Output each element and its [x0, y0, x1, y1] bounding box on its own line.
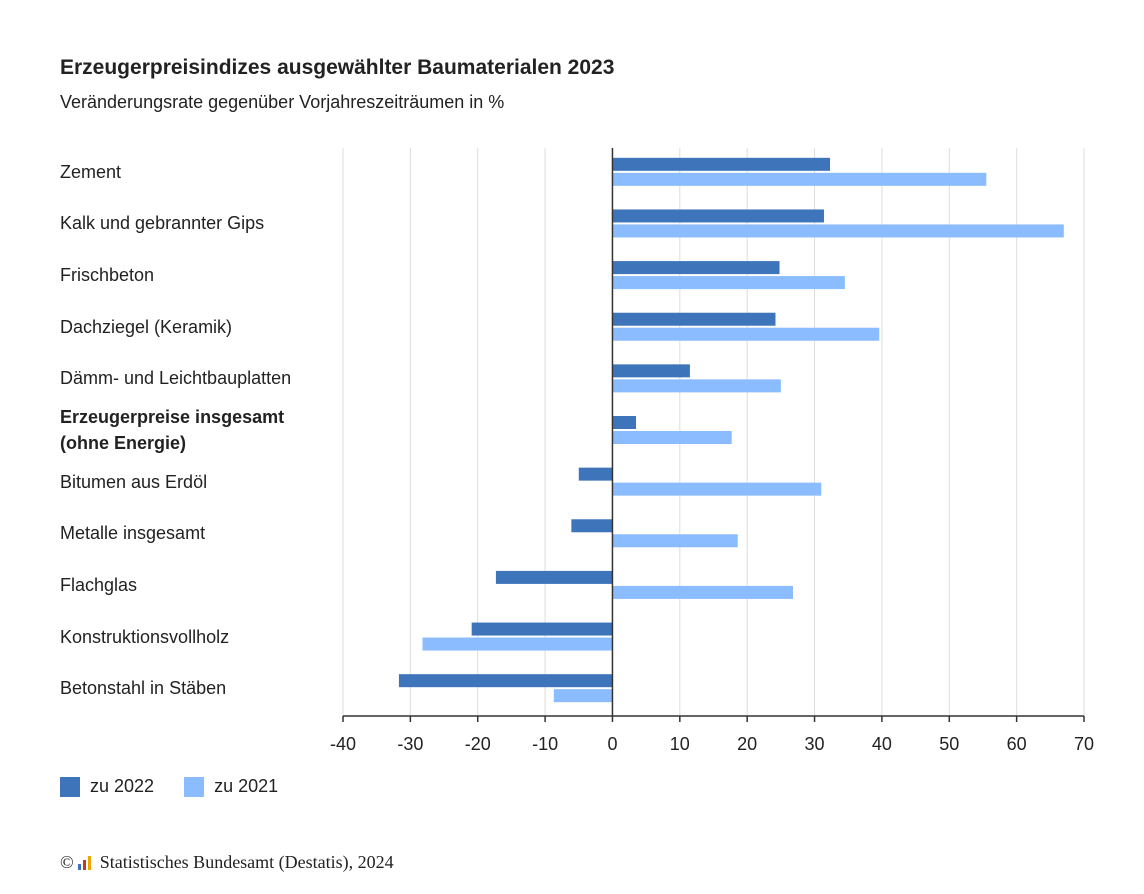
x-tick-label-50: 50	[939, 734, 959, 754]
bar-2022-1	[612, 209, 824, 223]
x-tick-label--30: -30	[397, 734, 423, 754]
category-label-1: Kalk und gebrannter Gips	[60, 210, 264, 236]
x-tick-label--10: -10	[532, 734, 558, 754]
bar-2022-7	[571, 519, 613, 533]
bar-2022-2	[612, 261, 780, 275]
category-label-line: Betonstahl in Stäben	[60, 678, 227, 699]
legend: zu 2022 zu 2021	[60, 776, 308, 797]
x-tick-label-60: 60	[1007, 734, 1027, 754]
category-label-line: Metalle insgesamt	[60, 523, 206, 544]
bar-2022-8	[495, 570, 613, 584]
x-tick-label-0: 0	[607, 734, 617, 754]
category-label-0: Zement	[60, 159, 121, 185]
bar-2021-1	[612, 224, 1064, 238]
category-label-5: Erzeugerpreise insgesamt (ohne Energie)	[60, 404, 284, 456]
x-tick-label-10: 10	[670, 734, 690, 754]
category-label-line: Dachziegel (Keramik)	[60, 316, 233, 337]
category-label-7: Metalle insgesamt	[60, 520, 205, 546]
x-tick-label--20: -20	[465, 734, 491, 754]
bar-2021-8	[612, 585, 793, 599]
bar-2022-10	[398, 674, 613, 688]
category-label-line: Bitumen aus Erdöl	[60, 471, 208, 492]
category-label-line: Zement	[60, 161, 122, 182]
category-label-line: Erzeugerpreise insgesamt	[60, 407, 285, 427]
bar-2022-6	[578, 467, 613, 481]
category-label-3: Dachziegel (Keramik)	[60, 314, 232, 340]
category-label-4: Dämm- und Leichtbauplatten	[60, 365, 291, 391]
x-tick-label-30: 30	[805, 734, 825, 754]
legend-label-2022: zu 2022	[90, 776, 155, 796]
category-label-line: Kalk und gebrannter Gips	[60, 213, 265, 234]
category-label-line: Flachglas	[60, 574, 138, 595]
category-label-10: Betonstahl in Stäben	[60, 675, 226, 701]
category-label-line: Dämm- und Leichtbauplatten	[60, 368, 292, 389]
bar-2021-4	[612, 379, 781, 393]
x-tick-label-70: 70	[1074, 734, 1094, 754]
bar-2021-0	[612, 172, 987, 186]
bar-2021-7	[612, 534, 738, 548]
destatis-logo-icon	[77, 855, 94, 870]
legend-swatch-2021	[184, 776, 205, 797]
copyright-text: Statistisches Bundesamt (Destatis), 2024	[99, 852, 394, 872]
bar-2021-5	[612, 431, 732, 444]
category-label-8: Flachglas	[60, 572, 137, 598]
bar-2022-5	[612, 416, 637, 429]
x-tick-label-20: 20	[737, 734, 757, 754]
chart-subtitle: Veränderungsrate gegenüber Vorjahreszeit…	[60, 92, 505, 112]
x-tick-label--40: -40	[330, 734, 356, 754]
category-label-6: Bitumen aus Erdöl	[60, 469, 207, 495]
category-label-line: (ohne Energie)	[60, 433, 187, 453]
chart-title: Erzeugerpreisindizes ausgewählter Baumat…	[60, 56, 615, 79]
bar-2021-10	[553, 689, 613, 703]
legend-item-2022[interactable]: zu 2022	[60, 776, 154, 797]
bar-2022-9	[471, 622, 613, 636]
copyright-symbol: ©	[60, 852, 74, 872]
bar-2022-0	[612, 157, 831, 171]
bar-2022-3	[612, 312, 776, 326]
bar-2021-2	[612, 276, 845, 290]
copyright: © Statistisches Bundesamt (Destatis), 20…	[60, 852, 394, 873]
legend-label-2021: zu 2021	[214, 776, 279, 796]
legend-item-2021[interactable]: zu 2021	[184, 776, 278, 797]
legend-swatch-2022	[60, 776, 80, 797]
category-label-line: Konstruktionsvollholz	[60, 626, 230, 647]
bar-2021-3	[612, 327, 880, 341]
category-label-2: Frischbeton	[60, 262, 154, 288]
bar-2022-4	[612, 364, 690, 378]
x-tick-label-40: 40	[872, 734, 892, 754]
category-label-line: Frischbeton	[60, 265, 155, 286]
bar-2021-9	[422, 637, 613, 651]
bar-2021-6	[612, 482, 822, 496]
category-label-9: Konstruktionsvollholz	[60, 624, 229, 650]
